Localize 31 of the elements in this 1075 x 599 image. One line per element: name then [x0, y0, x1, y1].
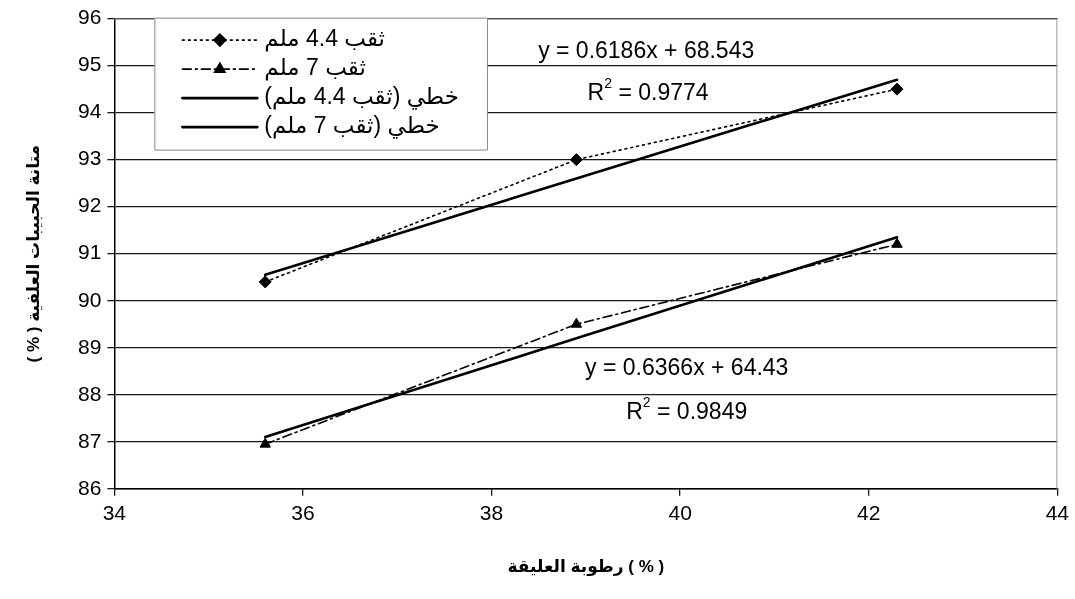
legend-label: ثقب 4.4 ملم — [264, 25, 385, 53]
annotation: y = 0.6366x + 64.43 — [585, 353, 789, 380]
point — [890, 82, 904, 96]
y-tick-label: 93 — [78, 146, 102, 170]
x-axis-title: رطوبة العليقة ( % ) — [507, 557, 665, 578]
point — [891, 237, 903, 248]
annotation: y = 0.6186x + 68.543 — [538, 36, 755, 63]
point — [259, 437, 271, 448]
x-tick-label: 40 — [668, 501, 692, 525]
x-tick-label: 44 — [1045, 501, 1070, 525]
y-tick-label: 87 — [78, 428, 102, 452]
y-tick-label: 95 — [78, 52, 102, 76]
y-axis-title: متانة الحبيبات العلفية ( % ) — [23, 144, 43, 363]
point — [569, 153, 583, 167]
y-tick-label: 88 — [78, 381, 102, 405]
legend-label: ثقب 7 ملم — [264, 54, 366, 82]
y-tick-label: 94 — [78, 99, 102, 123]
point — [570, 317, 583, 328]
x-tick-label: 38 — [479, 501, 504, 525]
point — [258, 275, 272, 289]
x-tick-label: 42 — [857, 501, 881, 525]
y-tick-label: 90 — [78, 287, 102, 311]
x-tick-label: 34 — [102, 501, 127, 525]
legend-label: خطي (ثقب 7 ملم) — [264, 112, 440, 140]
y-tick-label: 96 — [78, 5, 102, 29]
legend-label: خطي (ثقب 4.4 ملم) — [264, 83, 459, 111]
y-tick-label: 91 — [78, 240, 102, 264]
y-tick-label: 86 — [78, 475, 102, 499]
x-tick-label: 36 — [291, 501, 315, 525]
y-tick-label: 92 — [78, 193, 102, 217]
y-tick-label: 89 — [78, 334, 102, 358]
